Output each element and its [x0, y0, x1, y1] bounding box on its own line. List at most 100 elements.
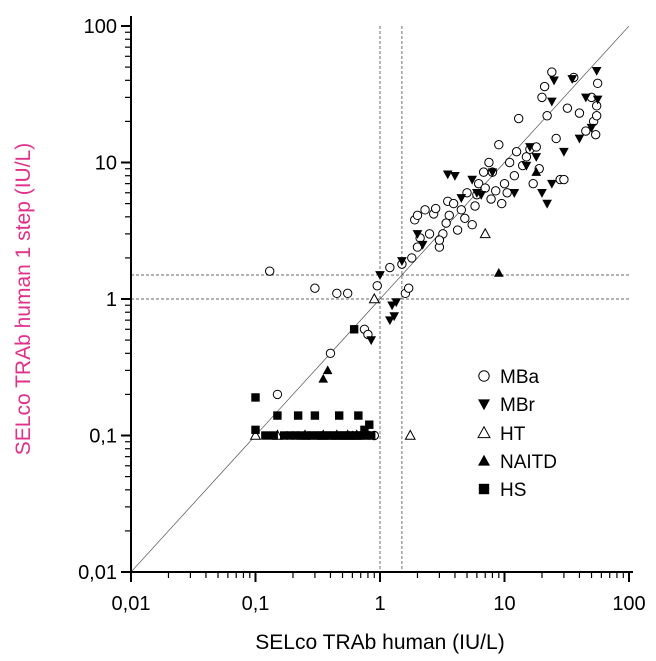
data-point-mbr: [509, 189, 520, 198]
data-point-mbr: [542, 199, 552, 209]
data-point-naitd: [322, 365, 333, 375]
data-point-mba: [581, 126, 591, 136]
data-point-mbr: [385, 316, 395, 326]
data-point-mba: [385, 262, 395, 273]
x-tick-label: 10: [493, 593, 515, 615]
data-point-mba: [342, 288, 353, 299]
data-point-mba: [528, 178, 538, 189]
data-point-mbr: [456, 194, 467, 203]
data-point-mba: [590, 129, 601, 140]
data-point-hs: [357, 431, 366, 440]
data-point-mba: [412, 210, 423, 221]
data-point-ht: [479, 227, 491, 239]
legend: MBa MBr HT NAITD HS: [477, 367, 557, 501]
data-point-mba: [509, 171, 520, 181]
legend-label-ht: HT: [500, 424, 526, 445]
data-point-mbr: [450, 171, 460, 181]
data-point-hs: [360, 425, 369, 435]
data-point-mbr: [412, 230, 423, 239]
data-point-hs: [349, 325, 359, 334]
x-tick-label: 0,1: [242, 593, 270, 615]
data-point-mba: [497, 198, 507, 209]
data-point-mbr: [531, 153, 542, 162]
data-point-mba: [372, 281, 382, 291]
data-point-mba: [484, 157, 494, 168]
data-point-ht: [368, 292, 380, 304]
data-point-hs: [328, 431, 338, 440]
data-point-mba: [467, 220, 477, 230]
data-point-mba: [574, 108, 585, 118]
y-tick-label: 1: [106, 289, 117, 311]
data-point-hs: [306, 431, 316, 440]
data-point-mba: [486, 194, 496, 204]
data-point-naitd: [318, 373, 329, 383]
data-point-mba: [420, 205, 430, 215]
data-point-mbr: [537, 189, 547, 198]
data-point-mba: [272, 389, 283, 400]
data-point-mbr: [547, 97, 557, 107]
data-point-mba: [591, 111, 602, 121]
legend-label-mba: MBa: [500, 367, 540, 388]
x-tick-label: 100: [612, 593, 645, 615]
data-point-hs: [269, 431, 278, 440]
data-point-hs: [349, 431, 358, 440]
data-point-mbr: [389, 312, 400, 322]
data-point-hs: [293, 411, 303, 420]
data-point-mbr: [487, 168, 498, 178]
y-tick-label: 10: [95, 153, 117, 175]
data-point-mba: [325, 348, 336, 359]
data-point-mba: [424, 229, 435, 239]
data-point-mba: [452, 225, 463, 235]
series-mba: [264, 67, 603, 441]
data-point-mba: [434, 235, 445, 245]
legend-label-hs: HS: [500, 480, 526, 501]
data-point-ht: [249, 429, 262, 440]
data-point-hs: [365, 420, 374, 429]
data-point-mba: [491, 186, 501, 196]
data-point-mba: [592, 78, 603, 89]
data-point-hs: [334, 411, 344, 420]
data-point-hs: [286, 431, 295, 440]
data-point-mba: [521, 152, 532, 162]
data-point-mba: [332, 288, 342, 299]
data-point-mba: [499, 178, 510, 189]
legend-marker-naitd: [478, 454, 490, 466]
data-point-mbr: [592, 95, 603, 105]
data-point-mba: [502, 188, 512, 198]
data-point-hs: [251, 393, 260, 402]
y-tick-label: 0,1: [89, 426, 117, 448]
reference-lines: [131, 26, 629, 572]
y-tick-label: 100: [84, 16, 117, 38]
data-point-mba: [511, 146, 522, 157]
x-tick-label: 1: [374, 593, 385, 615]
data-point-mba: [478, 167, 489, 177]
data-point-mba: [537, 92, 547, 103]
data-point-hs: [251, 425, 260, 435]
data-point-hs: [367, 431, 376, 440]
data-point-mba: [441, 218, 451, 228]
data-point-hs: [362, 431, 371, 440]
data-point-mbr: [567, 75, 578, 84]
data-point-mba: [480, 183, 490, 193]
data-point-mba: [430, 203, 441, 214]
data-point-mbr: [525, 143, 535, 152]
data-point-mba: [460, 213, 470, 224]
data-point-mba: [403, 283, 414, 293]
data-point-naitd: [493, 267, 504, 277]
data-point-mba: [473, 178, 484, 189]
legend-label-mbr: MBr: [500, 395, 536, 416]
data-point-mbr: [397, 257, 407, 266]
data-point-hs: [354, 411, 363, 420]
data-point-hs: [315, 431, 325, 440]
data-point-mba: [562, 103, 573, 113]
series-hs: [251, 325, 376, 440]
legend-marker-hs: [478, 483, 490, 495]
data-point-mbr: [586, 123, 597, 133]
data-point-mba: [264, 266, 275, 276]
data-point-mba: [539, 81, 550, 92]
data-point-mba: [542, 111, 552, 121]
x-axis-title: SELco TRAb human (IU/L): [255, 631, 504, 654]
data-point-hs: [310, 411, 320, 420]
data-point-mbr: [547, 179, 557, 189]
data-point-hs: [333, 431, 343, 440]
